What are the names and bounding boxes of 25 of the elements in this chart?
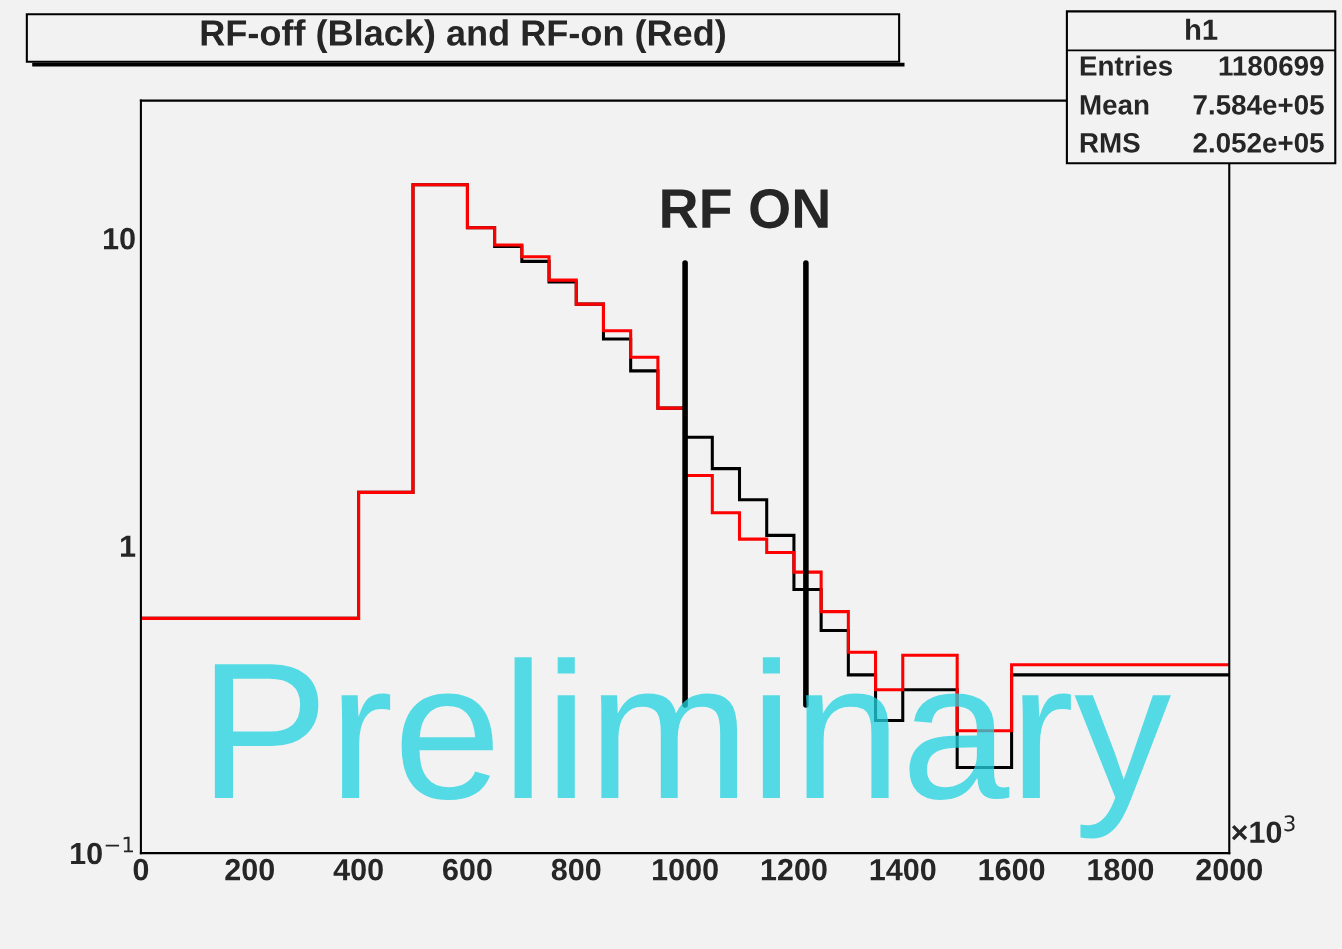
text: Entries: [1080, 55, 1172, 76]
y-tick-label: 1: [120, 535, 136, 557]
x-tick-label: 600: [443, 858, 492, 881]
x-tick-label: 400: [333, 858, 383, 881]
x-tick-label: 2000: [1196, 858, 1263, 881]
annotation: Preliminary: [214, 657, 1171, 839]
x-tick-label: 0: [133, 858, 149, 881]
annotation: RMS: [1080, 132, 1140, 153]
y-tick-label: 10: [103, 227, 135, 250]
annotation: 2.052e+05: [1193, 132, 1324, 153]
annotation: Mean: [1080, 95, 1149, 115]
annotation: RF ON: [662, 189, 828, 229]
y-tick-label: 10$^{−1}$: [71, 836, 133, 865]
x-tick-label: 1600: [979, 858, 1045, 881]
x-tick-label: 800: [551, 858, 601, 881]
text: h1: [1186, 18, 1218, 40]
annotation: 7.584e+05: [1193, 95, 1324, 115]
x-tick-label: 1800: [1088, 858, 1154, 881]
text: ×10$^{3}$: [1231, 815, 1295, 844]
x-tick-label: 1400: [870, 858, 936, 881]
x-tick-label: 200: [225, 858, 274, 881]
x-tick-label: 1200: [761, 858, 827, 881]
x-tick-label: 1000: [653, 858, 718, 881]
text: 1180699: [1219, 56, 1324, 76]
chart-title: RF-off (Black) and RF-on (Red): [201, 19, 725, 53]
